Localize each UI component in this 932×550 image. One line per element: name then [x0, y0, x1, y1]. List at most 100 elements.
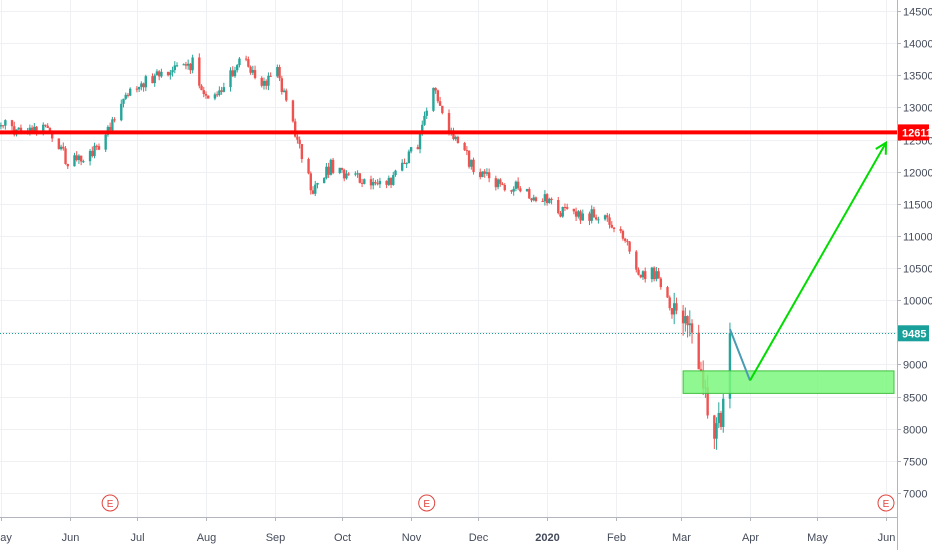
candle-body — [675, 303, 678, 311]
candle-body — [35, 126, 38, 132]
candle-body — [485, 172, 489, 174]
candle-body — [672, 303, 676, 315]
candle-body — [543, 194, 547, 202]
candle-body — [236, 65, 239, 71]
candle-body — [220, 90, 223, 92]
candle-body — [229, 70, 232, 88]
candle-body — [198, 57, 201, 86]
candle-body — [385, 180, 388, 185]
candle-body — [247, 59, 250, 67]
x-tick-label: Oct — [334, 532, 351, 544]
candle-body — [392, 175, 395, 185]
candle-body — [621, 230, 625, 239]
candle-body — [606, 215, 609, 218]
candle-body — [581, 213, 584, 221]
candle-body — [456, 136, 460, 143]
candle-body — [135, 88, 139, 90]
candle-body — [267, 75, 270, 86]
candle-body — [111, 119, 114, 131]
candle-body — [425, 110, 428, 116]
candle-body — [202, 90, 205, 94]
candle-body — [140, 83, 143, 87]
candle-body — [670, 308, 674, 315]
candle-body — [307, 159, 310, 174]
candle-body — [329, 159, 333, 175]
candle-body — [137, 86, 141, 90]
price-tags: 12611 9485 — [898, 124, 932, 342]
candle-body — [684, 316, 687, 324]
candle-body — [153, 75, 156, 84]
candle-body — [338, 167, 341, 173]
candle-body — [561, 207, 564, 217]
candle-body — [160, 71, 163, 77]
x-tick-label: Jul — [130, 532, 144, 544]
candle-body — [454, 136, 457, 140]
candle-body — [479, 171, 482, 178]
candle-body — [512, 188, 515, 192]
candle-body — [316, 182, 319, 185]
candle-body — [144, 76, 148, 88]
candle-body — [142, 83, 145, 88]
candle-body — [173, 65, 176, 71]
candle-body — [200, 85, 203, 91]
candle-body — [296, 136, 299, 140]
candle-body — [151, 76, 154, 84]
candle-body — [4, 120, 7, 126]
candle-body — [472, 159, 475, 172]
last-price-tag: 9485 — [902, 328, 926, 340]
candle-body — [280, 78, 284, 93]
candle-body — [405, 163, 408, 165]
x-tick-label: Mar — [672, 532, 691, 544]
candle-body — [487, 172, 491, 179]
candle-body — [590, 209, 593, 221]
candle-body — [541, 201, 544, 203]
candle-body — [519, 188, 522, 192]
candle-body — [423, 115, 426, 125]
candle-body — [719, 412, 723, 427]
candle-body — [688, 323, 692, 326]
candle-body — [126, 94, 130, 96]
support-zone — [682, 370, 895, 394]
candle-body — [213, 94, 217, 99]
candle-body — [345, 173, 348, 179]
candle-body — [369, 179, 373, 186]
candle-body — [690, 323, 694, 333]
candle-body — [231, 70, 234, 77]
candle-body — [122, 98, 125, 104]
candle-body — [503, 184, 506, 191]
candle-body — [463, 142, 466, 151]
candle-body — [311, 190, 315, 194]
candle-body — [436, 90, 440, 102]
candle-body — [33, 126, 36, 133]
candle-body — [260, 77, 263, 86]
candle-body — [409, 147, 413, 152]
candle-body — [525, 189, 529, 192]
candle-body — [59, 146, 63, 150]
candle-body — [644, 271, 647, 280]
candle-body — [715, 423, 718, 439]
candle-body — [681, 310, 685, 324]
candle-body — [48, 127, 52, 132]
candle-body — [42, 124, 45, 132]
candle-body — [108, 126, 112, 131]
candle-body — [713, 415, 716, 439]
candle-body — [545, 194, 549, 204]
candle-body — [603, 215, 607, 220]
candle-body — [592, 209, 596, 218]
candle-body — [612, 227, 616, 230]
candle-body — [623, 238, 627, 241]
candle-body — [421, 124, 424, 133]
candle-body — [722, 398, 725, 427]
pullback-line — [729, 328, 751, 381]
candle-body — [532, 197, 535, 201]
candle-body — [322, 178, 326, 183]
candle-body — [276, 67, 279, 77]
y-tick-label: 14500 — [903, 7, 932, 19]
projection-arrow-head — [875, 140, 888, 155]
candle-body — [182, 64, 185, 66]
candle-body — [88, 150, 92, 162]
candle-body — [120, 103, 123, 121]
candle-body — [717, 412, 720, 424]
candle-body — [530, 198, 533, 201]
candle-body — [30, 127, 34, 133]
